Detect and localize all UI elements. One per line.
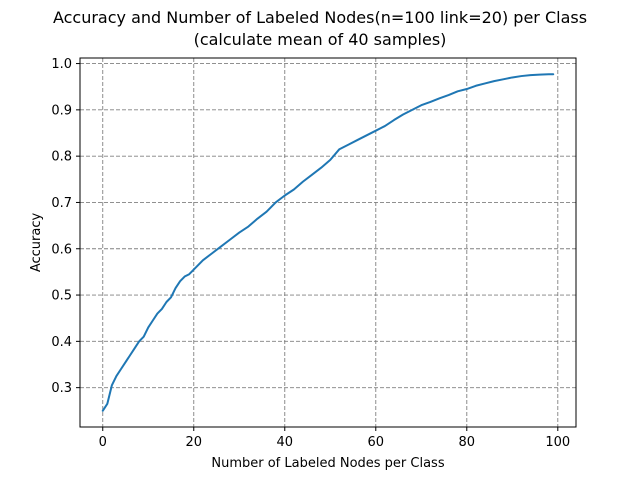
y-tick-label: 0.5 — [51, 289, 72, 304]
grid-layer — [80, 58, 576, 427]
y-tick-label: 0.4 — [51, 335, 72, 350]
plot-frame — [79, 57, 577, 428]
y-tick-label: 0.9 — [51, 103, 72, 118]
y-axis-label: Accuracy — [29, 213, 44, 273]
y-tick-label: 0.6 — [51, 242, 72, 257]
x-tick-label: 0 — [99, 435, 107, 450]
y-tick-label: 0.8 — [51, 150, 72, 165]
tick-layer: 0 20 40 60 80 100 0.3 0.4 0.5 0.6 0.7 0.8 0.9 1.0 — [51, 57, 570, 450]
accuracy-series-line — [101, 73, 555, 412]
y-tick-label: 0.7 — [51, 196, 72, 211]
y-tick-label: 0.3 — [51, 381, 72, 396]
chart-subtitle: (calculate mean of 40 samples) — [194, 30, 447, 49]
x-tick-label: 20 — [185, 435, 202, 450]
x-tick-label: 60 — [368, 435, 385, 450]
series-layer — [101, 73, 555, 412]
x-tick-label: 80 — [459, 435, 476, 450]
y-tick-label: 1.0 — [51, 57, 72, 72]
x-tick-label: 100 — [545, 435, 570, 450]
chart-title: Accuracy and Number of Labeled Nodes(n=1… — [53, 8, 587, 27]
x-axis-label: Number of Labeled Nodes per Class — [211, 456, 444, 471]
x-tick-label: 40 — [276, 435, 293, 450]
